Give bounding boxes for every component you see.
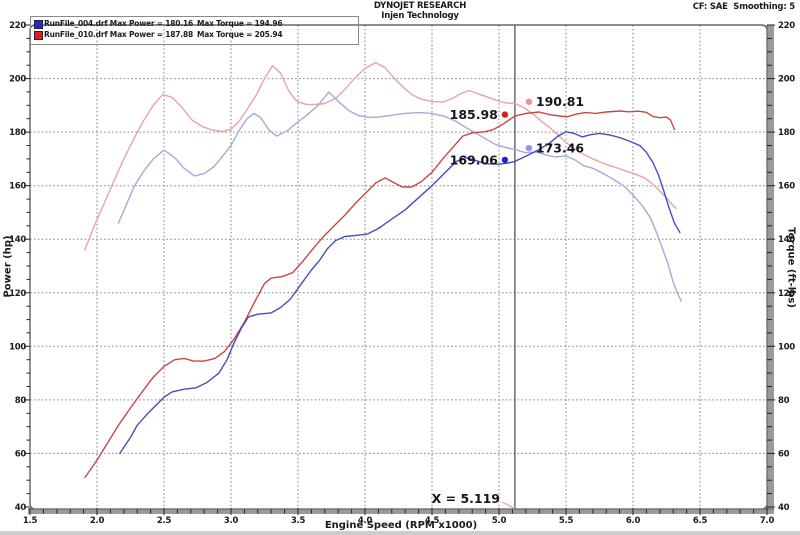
marker-dot-runfile-004-power[interactable]	[501, 156, 509, 164]
power-tick-label-140: 140	[9, 235, 26, 245]
power-tick-label-40: 40	[15, 503, 27, 513]
power-tick-label-180: 180	[9, 128, 26, 138]
marker-dot-runfile-010-power[interactable]	[501, 111, 509, 118]
runfile-010-torque-curve	[84, 61, 677, 251]
torque-tick-label-60: 60	[778, 449, 790, 459]
torque-tick-label-120: 120	[778, 289, 795, 299]
marker-dot-runfile-004-torque[interactable]	[525, 144, 533, 152]
runfile-004-torque-curve	[117, 91, 682, 302]
cursor-label-connector	[501, 501, 516, 510]
power-tick-label-100: 100	[9, 342, 26, 352]
marker-label-runfile-010-power[interactable]: 185.98	[450, 107, 498, 122]
power-axis-title: Power (hp)	[2, 235, 14, 298]
power-tick-label-200: 200	[9, 75, 26, 85]
rpm-tick-label-1.5: 1.5	[23, 516, 38, 526]
plot-border	[29, 24, 768, 510]
rpm-tick-label-4.0: 4.0	[358, 516, 373, 526]
rpm-axis-title: Engine Speed (RPM x1000)	[324, 520, 478, 531]
rpm-tick-label-2.0: 2.0	[90, 516, 105, 526]
torque-tick-label-40: 40	[778, 503, 790, 513]
rpm-tick-label-2.5: 2.5	[157, 516, 172, 526]
legend-runfile-004-torque: Max Torque = 194.96	[197, 19, 283, 28]
rpm-tick-label-6.0: 6.0	[626, 516, 641, 526]
legend-row-runfile-004: RunFile_004.drf Max Power = 180.16 Max T…	[31, 19, 358, 30]
torque-tick-label-80: 80	[778, 396, 790, 406]
rpm-tick-label-6.5: 6.5	[693, 516, 708, 526]
rpm-axis-band	[28, 509, 774, 514]
torque-tick-label-200: 200	[778, 75, 795, 85]
legend-runfile-004-power: RunFile_004.drf Max Power = 180.16	[44, 19, 193, 28]
correction-smoothing-label: CF: SAE Smoothing: 5	[692, 2, 795, 12]
report-title: DYNOJET RESEARCH	[373, 1, 467, 11]
torque-tick-label-220: 220	[778, 21, 795, 31]
legend-row-runfile-010: RunFile_010.drf Max Power = 187.88 Max T…	[31, 30, 358, 41]
rpm-tick-label-7.0: 7.0	[760, 516, 775, 526]
power-tick-label-60: 60	[15, 449, 27, 459]
rpm-tick-label-5.0: 5.0	[492, 516, 507, 526]
runfile-010-swatch-icon	[34, 31, 43, 40]
bottom-edge-strip	[0, 531, 800, 535]
legend-runfile-010-power: RunFile_010.drf Max Power = 187.88	[44, 30, 193, 39]
runfile-004-power-curve	[119, 130, 681, 455]
torque-tick-label-180: 180	[778, 128, 795, 138]
power-tick-label-220: 220	[9, 21, 26, 31]
torque-tick-label-140: 140	[778, 235, 795, 245]
power-tick-label-80: 80	[15, 396, 27, 406]
runfile-004-swatch-icon	[34, 20, 43, 29]
torque-axis-band	[767, 25, 774, 514]
legend: RunFile_004.drf Max Power = 180.16 Max T…	[30, 16, 359, 45]
rpm-tick-label-4.5: 4.5	[425, 516, 440, 526]
power-tick-label-120: 120	[9, 289, 26, 299]
torque-tick-label-100: 100	[778, 342, 795, 352]
runfile-010-power-curve	[84, 110, 676, 479]
legend-runfile-010-torque: Max Torque = 205.94	[197, 30, 283, 39]
marker-label-runfile-004-power[interactable]: 169.06	[450, 152, 499, 167]
marker-dot-runfile-010-torque[interactable]	[525, 98, 533, 105]
rpm-tick-label-5.5: 5.5	[559, 516, 574, 526]
torque-tick-label-160: 160	[778, 182, 795, 192]
rpm-tick-label-3.5: 3.5	[291, 516, 306, 526]
marker-label-runfile-004-torque[interactable]: 173.46	[536, 141, 585, 156]
cursor-x-value-label[interactable]: X = 5.119	[431, 491, 500, 506]
torque-axis-title: Torque (ft-lbs)	[785, 227, 797, 308]
marker-label-runfile-010-torque[interactable]: 190.81	[536, 94, 584, 109]
report-subtitle: Injen Technology	[381, 11, 459, 21]
power-tick-label-160: 160	[9, 182, 26, 192]
rpm-tick-label-3.0: 3.0	[224, 516, 239, 526]
